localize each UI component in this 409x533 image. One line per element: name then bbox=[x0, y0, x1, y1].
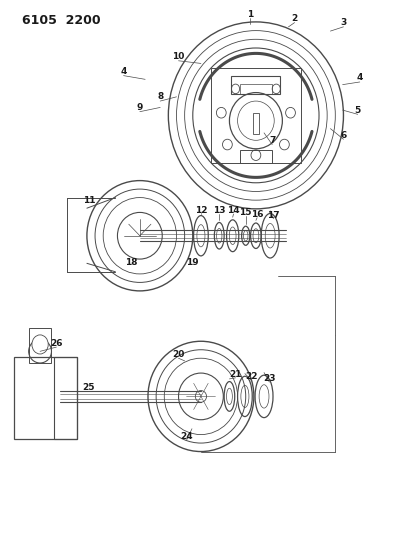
Text: 9: 9 bbox=[136, 103, 143, 112]
Text: 23: 23 bbox=[263, 374, 275, 383]
Text: 21: 21 bbox=[229, 370, 241, 379]
Text: 16: 16 bbox=[250, 210, 263, 219]
Text: 5: 5 bbox=[354, 106, 360, 115]
Text: 4: 4 bbox=[356, 73, 362, 82]
Bar bbox=[54, 357, 76, 439]
Text: 19: 19 bbox=[185, 258, 198, 266]
Bar bbox=[252, 113, 258, 134]
Text: 13: 13 bbox=[213, 206, 225, 215]
Text: 22: 22 bbox=[244, 372, 256, 381]
Text: 25: 25 bbox=[83, 383, 95, 392]
Text: 6: 6 bbox=[339, 131, 346, 140]
Bar bbox=[231, 76, 280, 94]
Text: 6105  2200: 6105 2200 bbox=[22, 13, 100, 27]
Text: 3: 3 bbox=[339, 18, 346, 27]
Text: 12: 12 bbox=[194, 206, 207, 215]
Text: 17: 17 bbox=[266, 211, 279, 220]
Bar bbox=[239, 150, 272, 163]
Bar bbox=[29, 328, 52, 363]
Text: 1: 1 bbox=[246, 10, 252, 19]
Text: 11: 11 bbox=[83, 196, 95, 205]
Text: 14: 14 bbox=[227, 206, 239, 215]
Bar bbox=[239, 84, 272, 94]
Bar bbox=[13, 357, 76, 439]
Text: 4: 4 bbox=[120, 67, 126, 76]
Text: 26: 26 bbox=[50, 339, 63, 348]
Text: 20: 20 bbox=[172, 350, 184, 359]
Bar bbox=[211, 68, 300, 163]
Text: 18: 18 bbox=[125, 258, 137, 266]
Text: 15: 15 bbox=[239, 208, 252, 217]
Ellipse shape bbox=[32, 335, 48, 354]
Text: 8: 8 bbox=[157, 92, 163, 101]
Text: 24: 24 bbox=[180, 432, 193, 441]
Text: 2: 2 bbox=[291, 14, 297, 23]
Text: 10: 10 bbox=[172, 52, 184, 61]
Text: 7: 7 bbox=[268, 136, 275, 145]
